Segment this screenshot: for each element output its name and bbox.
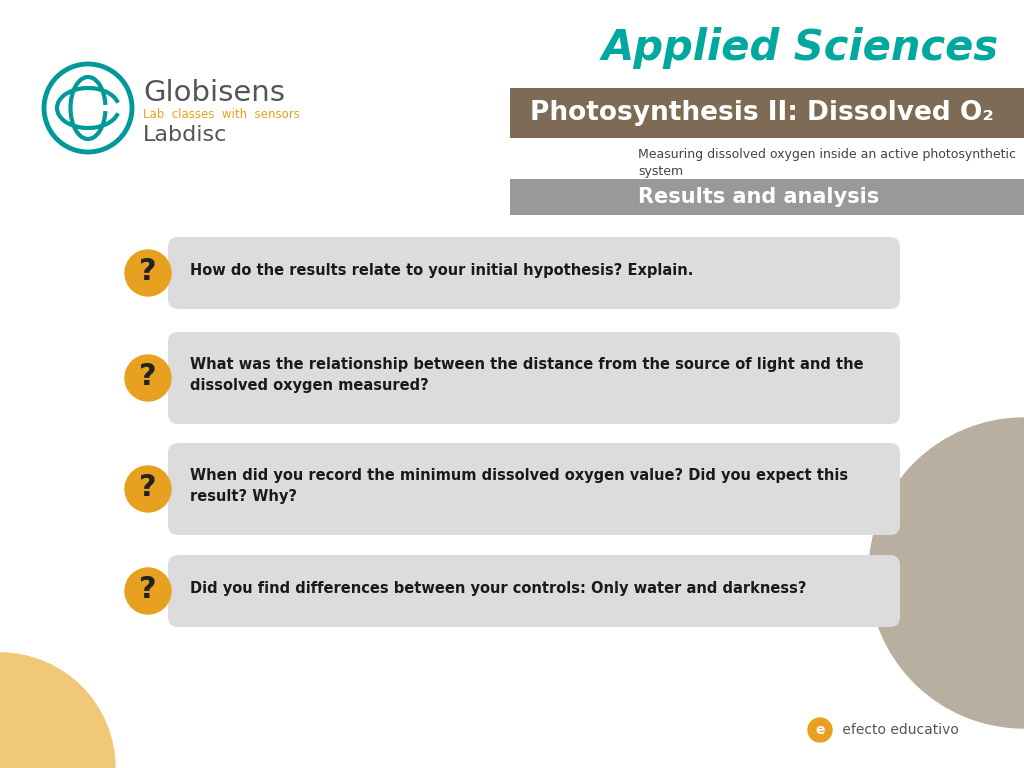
- Text: ?: ?: [139, 473, 157, 502]
- Text: How do the results relate to your initial hypothesis? Explain.: How do the results relate to your initia…: [190, 263, 693, 277]
- Text: Did you find differences between your controls: Only water and darkness?: Did you find differences between your co…: [190, 581, 807, 595]
- FancyBboxPatch shape: [168, 332, 900, 424]
- FancyBboxPatch shape: [168, 443, 900, 535]
- FancyBboxPatch shape: [510, 88, 1024, 138]
- Text: ?: ?: [139, 257, 157, 286]
- Circle shape: [869, 418, 1024, 728]
- Text: Globisens: Globisens: [143, 79, 285, 107]
- Text: ?: ?: [139, 575, 157, 604]
- Circle shape: [125, 466, 171, 512]
- Text: efecto educativo: efecto educativo: [838, 723, 958, 737]
- Text: What was the relationship between the distance from the source of light and the
: What was the relationship between the di…: [190, 357, 863, 393]
- FancyBboxPatch shape: [168, 237, 900, 309]
- Text: e: e: [815, 723, 824, 737]
- Circle shape: [125, 250, 171, 296]
- Circle shape: [808, 718, 831, 742]
- Circle shape: [125, 355, 171, 401]
- Text: Labdisc: Labdisc: [143, 125, 227, 145]
- Text: When did you record the minimum dissolved oxygen value? Did you expect this
resu: When did you record the minimum dissolve…: [190, 468, 848, 504]
- Text: Photosynthesis II: Dissolved O₂: Photosynthesis II: Dissolved O₂: [530, 100, 994, 126]
- Text: Measuring dissolved oxygen inside an active photosynthetic
system: Measuring dissolved oxygen inside an act…: [638, 148, 1016, 178]
- Text: Results and analysis: Results and analysis: [638, 187, 880, 207]
- Circle shape: [0, 653, 115, 768]
- Text: Applied Sciences: Applied Sciences: [601, 27, 998, 69]
- Text: Lab  classes  with  sensors: Lab classes with sensors: [143, 108, 300, 121]
- FancyBboxPatch shape: [168, 555, 900, 627]
- Circle shape: [125, 568, 171, 614]
- FancyBboxPatch shape: [510, 179, 1024, 215]
- Text: ?: ?: [139, 362, 157, 391]
